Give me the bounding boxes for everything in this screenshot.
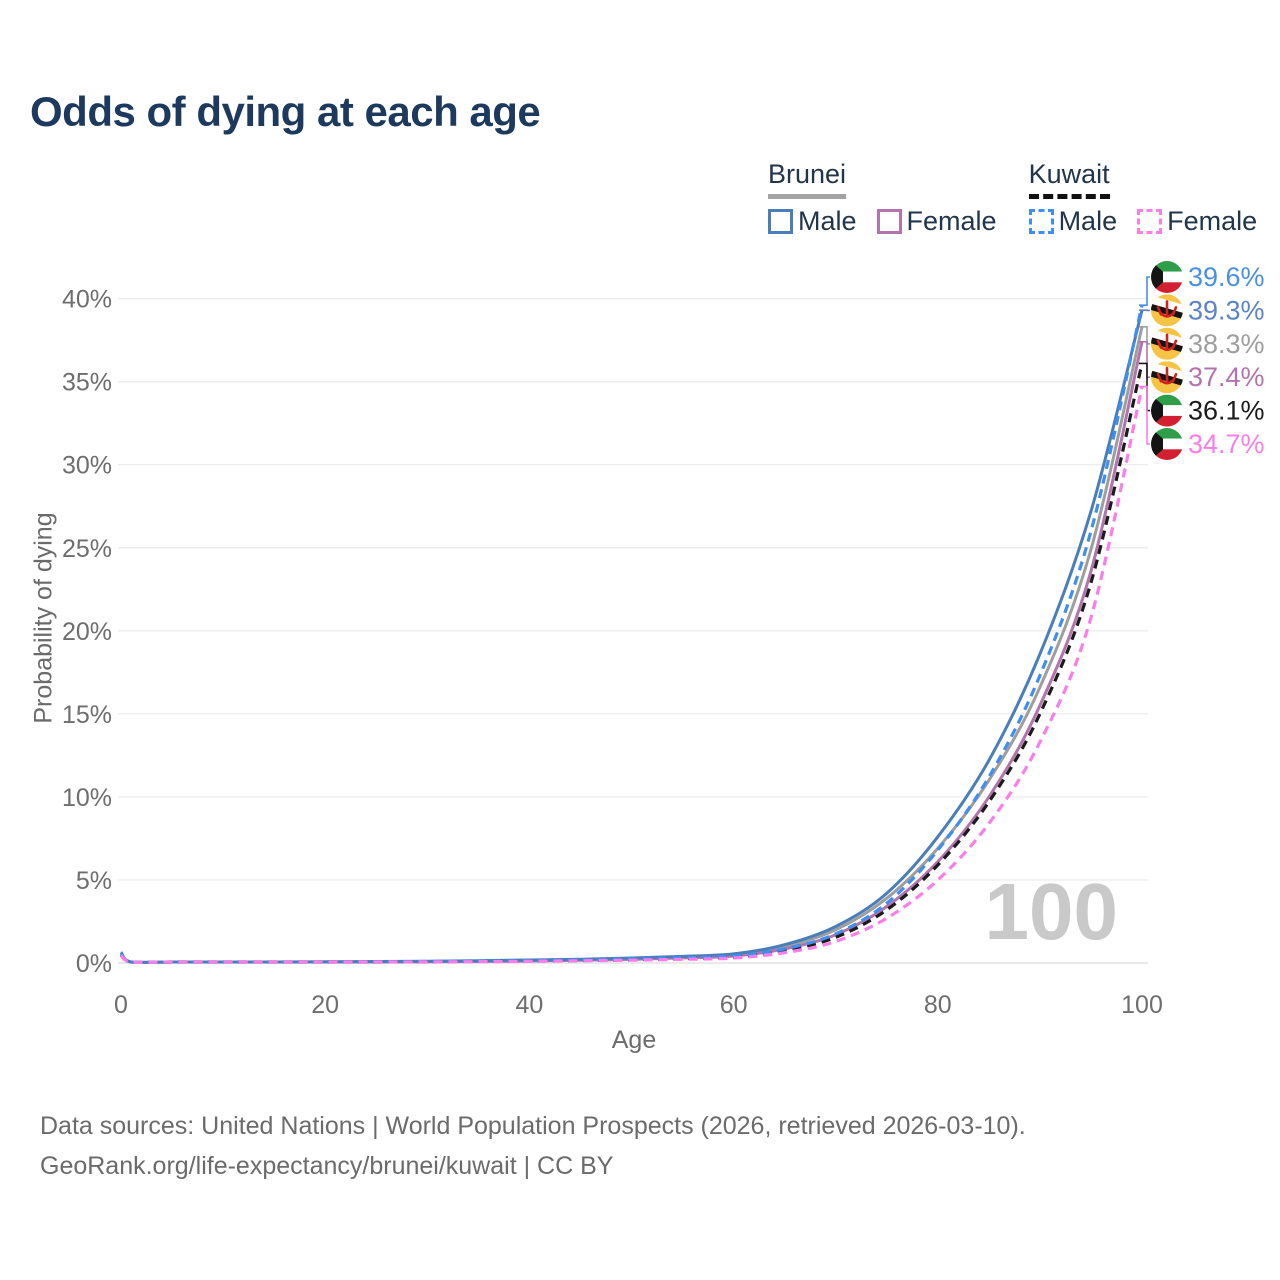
legend-label: Male (798, 206, 857, 236)
x-axis-title: Age (611, 1026, 657, 1054)
y-tick-label: 15% (62, 701, 112, 729)
series-line-brunei-male (119, 309, 1144, 964)
kuwait-flag-icon (1151, 261, 1183, 293)
end-value-label: 38.3% (1188, 329, 1265, 359)
end-value-label: 36.1% (1188, 396, 1265, 426)
x-tick-label: 40 (515, 991, 543, 1019)
end-label-leader-line (1139, 276, 1150, 306)
footer-attribution-line: GeoRank.org/life-expectancy/brunei/kuwai… (40, 1152, 614, 1180)
y-tick-label: 35% (62, 369, 112, 397)
legend-label: Female (906, 206, 997, 236)
legend-title-kuwait: Kuwait (1028, 158, 1110, 199)
legend-label: Female (1167, 206, 1258, 236)
brunei-flag-icon (1151, 361, 1183, 394)
footer: Data sources: United Nations | World Pop… (40, 1106, 1026, 1186)
legend-item-kuwait-female: Female (1137, 208, 1257, 235)
y-tick-label: 25% (62, 535, 112, 563)
kuwait-flag-icon (1151, 428, 1183, 460)
chart-title: Odds of dying at each age (30, 88, 541, 135)
x-tick-label: 100 (1121, 991, 1163, 1019)
end-label-leader-line (1139, 326, 1150, 345)
y-tick-label: 20% (62, 618, 112, 646)
y-tick-label: 40% (62, 286, 112, 314)
legend-label: Male (1058, 206, 1118, 236)
legend-group-kuwait: Kuwait Male Female (1028, 158, 1257, 236)
legend-item-kuwait-male: Male (1028, 206, 1118, 236)
end-value-label: 39.3% (1188, 295, 1265, 325)
legend-title-brunei: Brunei (768, 158, 847, 199)
x-tick-label: 60 (720, 991, 748, 1019)
end-value-label: 34.7% (1188, 429, 1265, 459)
brunei-flag-icon (1151, 294, 1183, 327)
kuwait-male-swatch-icon (1028, 209, 1054, 234)
legend: Brunei Male Female Kuwait Male (768, 158, 1257, 235)
y-axis-title: Probability of dying (29, 512, 58, 724)
end-label-leader-line (1139, 341, 1150, 378)
end-label-leader-line (1139, 385, 1150, 445)
x-tick-label: 20 (311, 991, 339, 1019)
brunei-flag-icon (1151, 327, 1183, 360)
series-line-kuwait-female (119, 386, 1144, 965)
series-line-kuwait-male (119, 304, 1144, 965)
brunei-female-swatch-icon (876, 209, 902, 234)
kuwait-flag-icon (1151, 394, 1183, 427)
y-tick-label: 30% (62, 452, 112, 480)
end-value-label: 39.6% (1188, 262, 1265, 292)
y-tick-label: 10% (62, 784, 112, 812)
legend-item-brunei-male: Male (768, 208, 857, 235)
legend-item-brunei-female: Female (876, 206, 997, 236)
end-value-label: 37.4% (1188, 362, 1265, 392)
x-tick-label: 80 (924, 991, 952, 1019)
legend-group-brunei: Brunei Male Female (768, 158, 997, 235)
y-tick-label: 0% (76, 950, 112, 978)
footer-sources-line: Data sources: United Nations | World Pop… (40, 1112, 1026, 1140)
brunei-male-swatch-icon (768, 209, 793, 234)
age-watermark: 100 (984, 867, 1118, 956)
y-tick-label: 5% (76, 867, 112, 895)
kuwait-female-swatch-icon (1137, 209, 1163, 234)
x-tick-label: 0 (114, 991, 128, 1019)
